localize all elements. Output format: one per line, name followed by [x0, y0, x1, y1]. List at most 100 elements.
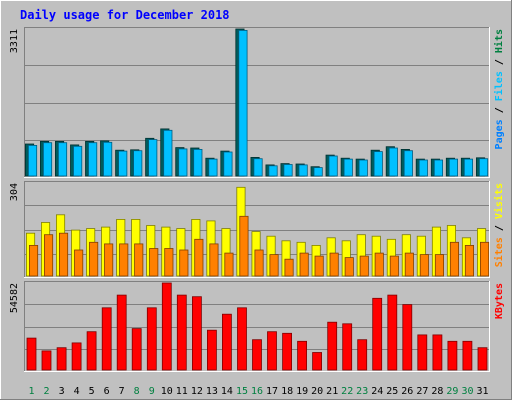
- day-label-22: 22: [341, 386, 353, 397]
- bar-kbytes-day-1: [26, 337, 37, 371]
- bar-sites-day-8: [134, 243, 144, 277]
- day-label-30: 30: [461, 386, 473, 397]
- bar-kbytes-day-7: [116, 294, 127, 371]
- bar-kbytes-day-20: [312, 352, 323, 371]
- bar-sites-day-10: [164, 248, 174, 277]
- bar-files-day-16: [253, 158, 263, 177]
- bar-sites-day-25: [389, 255, 399, 277]
- bar-kbytes-day-9: [146, 307, 157, 371]
- bar-kbytes-day-28: [432, 334, 443, 371]
- bar-files-day-4: [73, 145, 83, 177]
- bar-files-day-24: [373, 151, 383, 177]
- legend-entry: Sites: [493, 237, 505, 267]
- legend-entry: KBytes: [494, 283, 505, 319]
- bar-kbytes-day-10: [161, 282, 172, 371]
- day-label-18: 18: [281, 386, 293, 397]
- legend-entry: Pages: [494, 119, 505, 149]
- panel-visits-sites-legend: Sites / Visits: [493, 183, 505, 267]
- bar-kbytes-day-21: [327, 321, 338, 371]
- bar-files-day-31: [478, 158, 489, 177]
- bar-files-day-3: [58, 142, 68, 177]
- bar-files-day-8: [133, 150, 143, 177]
- day-label-4: 4: [74, 386, 80, 397]
- day-label-9: 9: [149, 386, 155, 397]
- bar-kbytes-day-27: [417, 334, 428, 371]
- bar-sites-day-3: [59, 232, 69, 277]
- bar-kbytes-day-12: [191, 296, 202, 371]
- day-label-27: 27: [416, 386, 428, 397]
- bar-kbytes-day-30: [462, 340, 473, 371]
- bar-kbytes-day-6: [101, 307, 112, 371]
- bar-sites-day-31: [479, 241, 490, 277]
- bar-files-day-20: [313, 167, 323, 177]
- legend-entry: Files: [493, 71, 505, 101]
- panel-kbytes-ymax-label: 54582: [9, 283, 20, 313]
- day-label-31: 31: [476, 386, 488, 397]
- bar-sites-day-19: [299, 252, 309, 277]
- bar-files-day-13: [208, 158, 218, 177]
- bar-sites-day-1: [28, 244, 39, 277]
- day-label-3: 3: [59, 386, 65, 397]
- bar-sites-day-6: [104, 243, 114, 277]
- bar-kbytes-day-3: [56, 347, 67, 371]
- bar-kbytes-day-5: [86, 331, 97, 371]
- bar-files-day-29: [448, 158, 458, 177]
- bar-kbytes-day-2: [41, 350, 52, 371]
- bar-sites-day-29: [449, 241, 459, 277]
- bar-sites-day-14: [224, 252, 234, 277]
- bar-files-day-17: [268, 165, 278, 177]
- bar-kbytes-day-19: [297, 340, 308, 371]
- bar-files-day-21: [328, 155, 338, 177]
- bar-files-day-19: [298, 164, 308, 177]
- chart-title: Daily usage for December 2018: [20, 8, 230, 22]
- bar-sites-day-11: [179, 249, 189, 277]
- bar-files-day-27: [418, 159, 428, 177]
- bar-sites-day-23: [359, 255, 369, 277]
- bar-files-day-30: [463, 158, 473, 177]
- bar-files-day-10: [163, 129, 173, 177]
- day-label-14: 14: [221, 386, 233, 397]
- day-label-2: 2: [43, 386, 49, 397]
- bar-files-day-22: [343, 158, 353, 177]
- day-label-17: 17: [266, 386, 278, 397]
- bar-files-day-6: [103, 141, 113, 177]
- legend-entry: /: [494, 101, 505, 119]
- bar-kbytes-day-23: [357, 339, 368, 371]
- day-label-25: 25: [386, 386, 398, 397]
- day-label-7: 7: [119, 386, 125, 397]
- bar-kbytes-day-17: [267, 331, 277, 371]
- bar-files-day-11: [178, 148, 188, 177]
- day-label-16: 16: [251, 386, 263, 397]
- bar-files-day-18: [283, 164, 293, 177]
- legend-entry: Visits: [493, 183, 505, 219]
- legend-entry: /: [494, 219, 505, 237]
- day-label-29: 29: [446, 386, 458, 397]
- bar-kbytes-day-18: [282, 332, 293, 371]
- bar-kbytes-day-25: [387, 294, 398, 371]
- panel-visits-sites-ymax-label: 304: [9, 183, 20, 201]
- day-label-10: 10: [161, 386, 173, 397]
- bar-sites-day-28: [434, 254, 444, 277]
- bar-sites-day-12: [194, 238, 204, 277]
- bar-sites-day-30: [464, 244, 474, 277]
- day-label-21: 21: [326, 386, 338, 397]
- day-label-13: 13: [206, 386, 218, 397]
- bar-kbytes-day-26: [402, 304, 413, 371]
- bar-kbytes-day-13: [206, 329, 217, 371]
- day-label-20: 20: [311, 386, 323, 397]
- bar-kbytes-day-22: [342, 323, 353, 371]
- bar-sites-day-27: [419, 254, 429, 277]
- bar-sites-day-15: [239, 215, 249, 277]
- day-label-26: 26: [401, 386, 413, 397]
- day-label-1: 1: [28, 386, 34, 397]
- day-label-15: 15: [236, 386, 248, 397]
- bar-sites-day-9: [149, 248, 159, 277]
- bar-sites-day-20: [314, 255, 324, 277]
- bar-sites-day-13: [209, 243, 219, 277]
- bar-files-day-15: [238, 29, 248, 177]
- bar-files-day-14: [223, 151, 233, 177]
- day-label-8: 8: [134, 386, 140, 397]
- bar-files-day-12: [193, 148, 203, 177]
